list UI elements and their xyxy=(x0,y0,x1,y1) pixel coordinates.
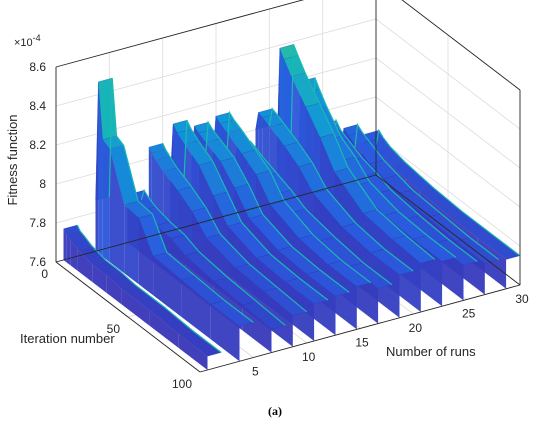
x-tick-label: 100 xyxy=(172,377,192,391)
surface-ridge-line xyxy=(290,44,436,260)
z-tick-label: 8.4 xyxy=(29,99,46,113)
surface-side-patch xyxy=(106,275,122,304)
axes-edge xyxy=(55,174,377,263)
surface-side-patch xyxy=(102,139,110,263)
surface-ridge-line xyxy=(76,224,222,353)
surface-side-patch xyxy=(70,240,78,271)
surface-ridge-line xyxy=(162,143,308,313)
surface-ridge-line xyxy=(140,188,286,326)
surface-side-patch xyxy=(95,81,99,254)
surface-side-patch xyxy=(98,81,103,257)
x-axis-label: Iteration number xyxy=(20,331,115,346)
z-exponent-multiplier: ×10-4 xyxy=(14,33,41,49)
surface-ridge-line xyxy=(247,140,393,286)
surface-side-patch xyxy=(124,205,139,285)
surface-side-patch xyxy=(121,288,150,326)
surface-side-patch xyxy=(109,149,125,274)
axes-edge xyxy=(375,174,521,286)
y-tick-label: 30 xyxy=(515,292,529,306)
x-tick-label: 0 xyxy=(41,267,48,281)
surface-ridge-line xyxy=(268,107,414,272)
y-tick-label: 5 xyxy=(252,365,259,379)
surface-ridge-line xyxy=(354,122,500,261)
surface-side-patch xyxy=(181,280,211,340)
z-tick-label: 7.6 xyxy=(29,255,46,269)
surface-side-patch xyxy=(328,264,357,330)
y-tick-label: 15 xyxy=(355,336,369,350)
surface-side-patch xyxy=(63,228,67,263)
z-tick-label: 8 xyxy=(39,177,46,191)
surface-ridge-line xyxy=(375,128,521,257)
surface-side-patch xyxy=(242,305,272,353)
z-tick-label: 7.8 xyxy=(29,216,46,230)
surface-side-patch xyxy=(92,264,107,293)
axes-edge xyxy=(199,284,521,373)
surface-side-patch xyxy=(138,218,154,296)
surface-ridge-line xyxy=(311,77,457,258)
tick-labels: 7.6 7.8 8 8.2 8.4 8.6 0 50 100 5 10 15 20 25 30 xyxy=(29,60,529,391)
surface-side-patch xyxy=(66,234,71,266)
surface-ridge-line xyxy=(108,78,254,323)
figure-caption: (a) xyxy=(268,404,282,418)
z-tick-label: 8.2 xyxy=(29,138,46,152)
surface-plot xyxy=(63,44,521,370)
z-tick-label: 8.6 xyxy=(29,60,46,74)
y-tick-label: 10 xyxy=(302,350,316,364)
x-tick-label: 50 xyxy=(107,322,121,336)
z-axis-label: Fitness function xyxy=(5,114,20,205)
axes-edge xyxy=(55,261,201,373)
y-tick-label: 25 xyxy=(462,307,476,321)
surface-ribbon-run-5 xyxy=(95,77,254,362)
surface-side-patch xyxy=(153,256,182,318)
surface-ribbon-run-2 xyxy=(63,224,222,370)
surface-side-patch xyxy=(210,304,240,362)
surface-side-patch xyxy=(77,249,93,282)
axes-edge xyxy=(401,0,521,91)
y-tick-label: 20 xyxy=(409,321,423,335)
surface-ridge-line xyxy=(204,120,350,293)
axes-box xyxy=(55,0,521,373)
surface-ridge-line xyxy=(226,110,372,284)
surface-side-patch xyxy=(149,310,179,348)
y-axis-label: Number of runs xyxy=(386,344,476,359)
axes-edge xyxy=(55,0,305,68)
surface-ridge-line xyxy=(183,119,329,301)
surface-ribbon-run-12 xyxy=(169,119,329,341)
surface-ridge-line xyxy=(332,118,478,262)
surface-side-patch xyxy=(178,334,208,370)
